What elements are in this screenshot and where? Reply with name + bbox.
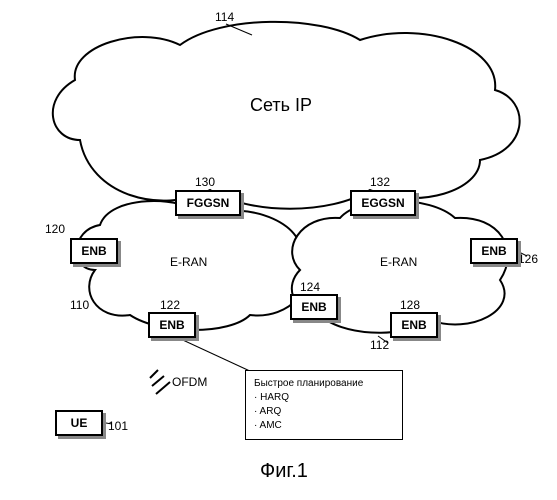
- title-ip: Сеть IP: [250, 95, 312, 116]
- ref-120: 120: [45, 222, 65, 236]
- ref-126: 126: [518, 252, 538, 266]
- node-enb-122: ENB: [148, 312, 196, 338]
- ref-112: 112: [370, 338, 389, 352]
- node-eggsn: EGGSN: [350, 190, 416, 216]
- callout-item-1: · ARQ: [254, 405, 394, 419]
- ref-128: 128: [400, 298, 420, 312]
- ofdm-zigzag: [150, 370, 170, 394]
- callout-item-0: · HARQ: [254, 391, 394, 405]
- node-enb-124: ENB: [290, 294, 338, 320]
- ref-101: 101: [108, 419, 128, 433]
- callout-box: Быстрое планирование · HARQ · ARQ · AMC: [245, 370, 403, 440]
- ref-114: 114: [215, 10, 234, 24]
- title-ran1: E-RAN: [170, 255, 207, 269]
- ref-130: 130: [195, 175, 215, 189]
- node-fggsn: FGGSN: [175, 190, 241, 216]
- ref-132: 132: [370, 175, 390, 189]
- title-ran2: E-RAN: [380, 255, 417, 269]
- node-ue: UE: [55, 410, 103, 436]
- ofdm-label: OFDM: [172, 375, 207, 389]
- ref-110: 110: [70, 298, 89, 312]
- node-enb-126: ENB: [470, 238, 518, 264]
- callout-title: Быстрое планирование: [254, 377, 394, 391]
- ref-124: 124: [300, 280, 320, 294]
- node-enb-128: ENB: [390, 312, 438, 338]
- figure-label: Фиг.1: [260, 460, 308, 483]
- node-enb-120: ENB: [70, 238, 118, 264]
- ref-122: 122: [160, 298, 180, 312]
- callout-item-2: · AMC: [254, 419, 394, 433]
- callout-leader: [172, 335, 252, 372]
